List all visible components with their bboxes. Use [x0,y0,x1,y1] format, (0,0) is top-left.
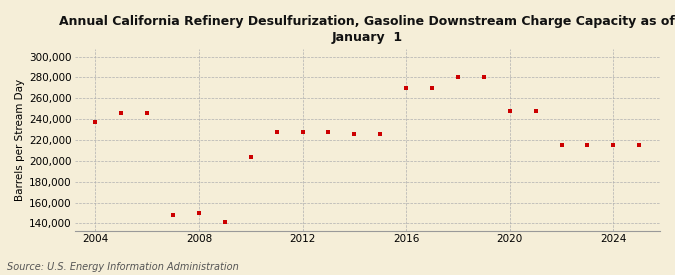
Point [245,155,256,159]
Point [194,211,205,215]
Point [90,120,101,125]
Point [297,130,308,134]
Point [531,109,541,113]
Point [504,109,515,113]
Point [401,86,412,90]
Point [479,75,489,80]
Point [142,111,153,115]
Point [219,220,230,225]
Text: Source: U.S. Energy Information Administration: Source: U.S. Energy Information Administ… [7,262,238,272]
Point [375,131,385,136]
Point [556,143,567,147]
Point [608,143,619,147]
Point [116,111,127,115]
Point [167,213,178,217]
Y-axis label: Barrels per Stream Day: Barrels per Stream Day [15,79,25,201]
Point [323,130,334,134]
Point [271,130,282,134]
Point [582,143,593,147]
Title: Annual California Refinery Desulfurization, Gasoline Downstream Charge Capacity : Annual California Refinery Desulfurizati… [59,15,675,44]
Point [349,131,360,136]
Point [427,86,437,90]
Point [634,143,645,147]
Point [452,75,463,80]
